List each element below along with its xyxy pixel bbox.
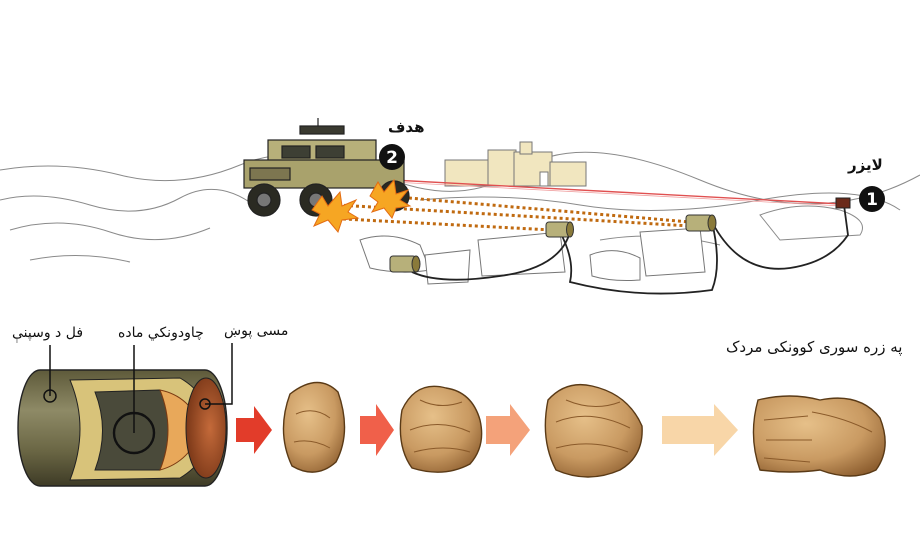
jet-paths [324, 194, 691, 232]
trigger-wires [411, 204, 849, 295]
laser-label: لايزر [848, 156, 883, 174]
step-1-number: 1 [866, 190, 878, 210]
humvee-icon [243, 118, 410, 217]
charge-cutaway [17, 369, 228, 487]
step-2-marker: 2 [379, 144, 405, 170]
laser-device-icon [835, 197, 851, 209]
target-label: هدف [388, 118, 425, 136]
laser-beam [354, 177, 843, 207]
slug-stage-3 [544, 383, 643, 478]
copper-liner-label: مسی پوښ [224, 323, 289, 339]
slug-stage-4 [752, 395, 886, 477]
slug-stage-2 [399, 385, 483, 473]
building-icon [444, 141, 587, 187]
right-arrow-icon [236, 404, 738, 456]
step-2-number: 2 [386, 148, 398, 168]
penetrator-label: په زره سوری کوونکی مردک [726, 338, 903, 356]
explosion-icon [311, 178, 412, 234]
step-1-marker: 1 [859, 186, 885, 212]
cylinder-charge-icon [389, 214, 717, 273]
explosive-label: چاودونکي ماده [118, 325, 204, 341]
leader-lines [49, 343, 233, 433]
cylinder-label: فل د وسپنې [12, 325, 84, 341]
slug-stage-1 [282, 381, 346, 473]
